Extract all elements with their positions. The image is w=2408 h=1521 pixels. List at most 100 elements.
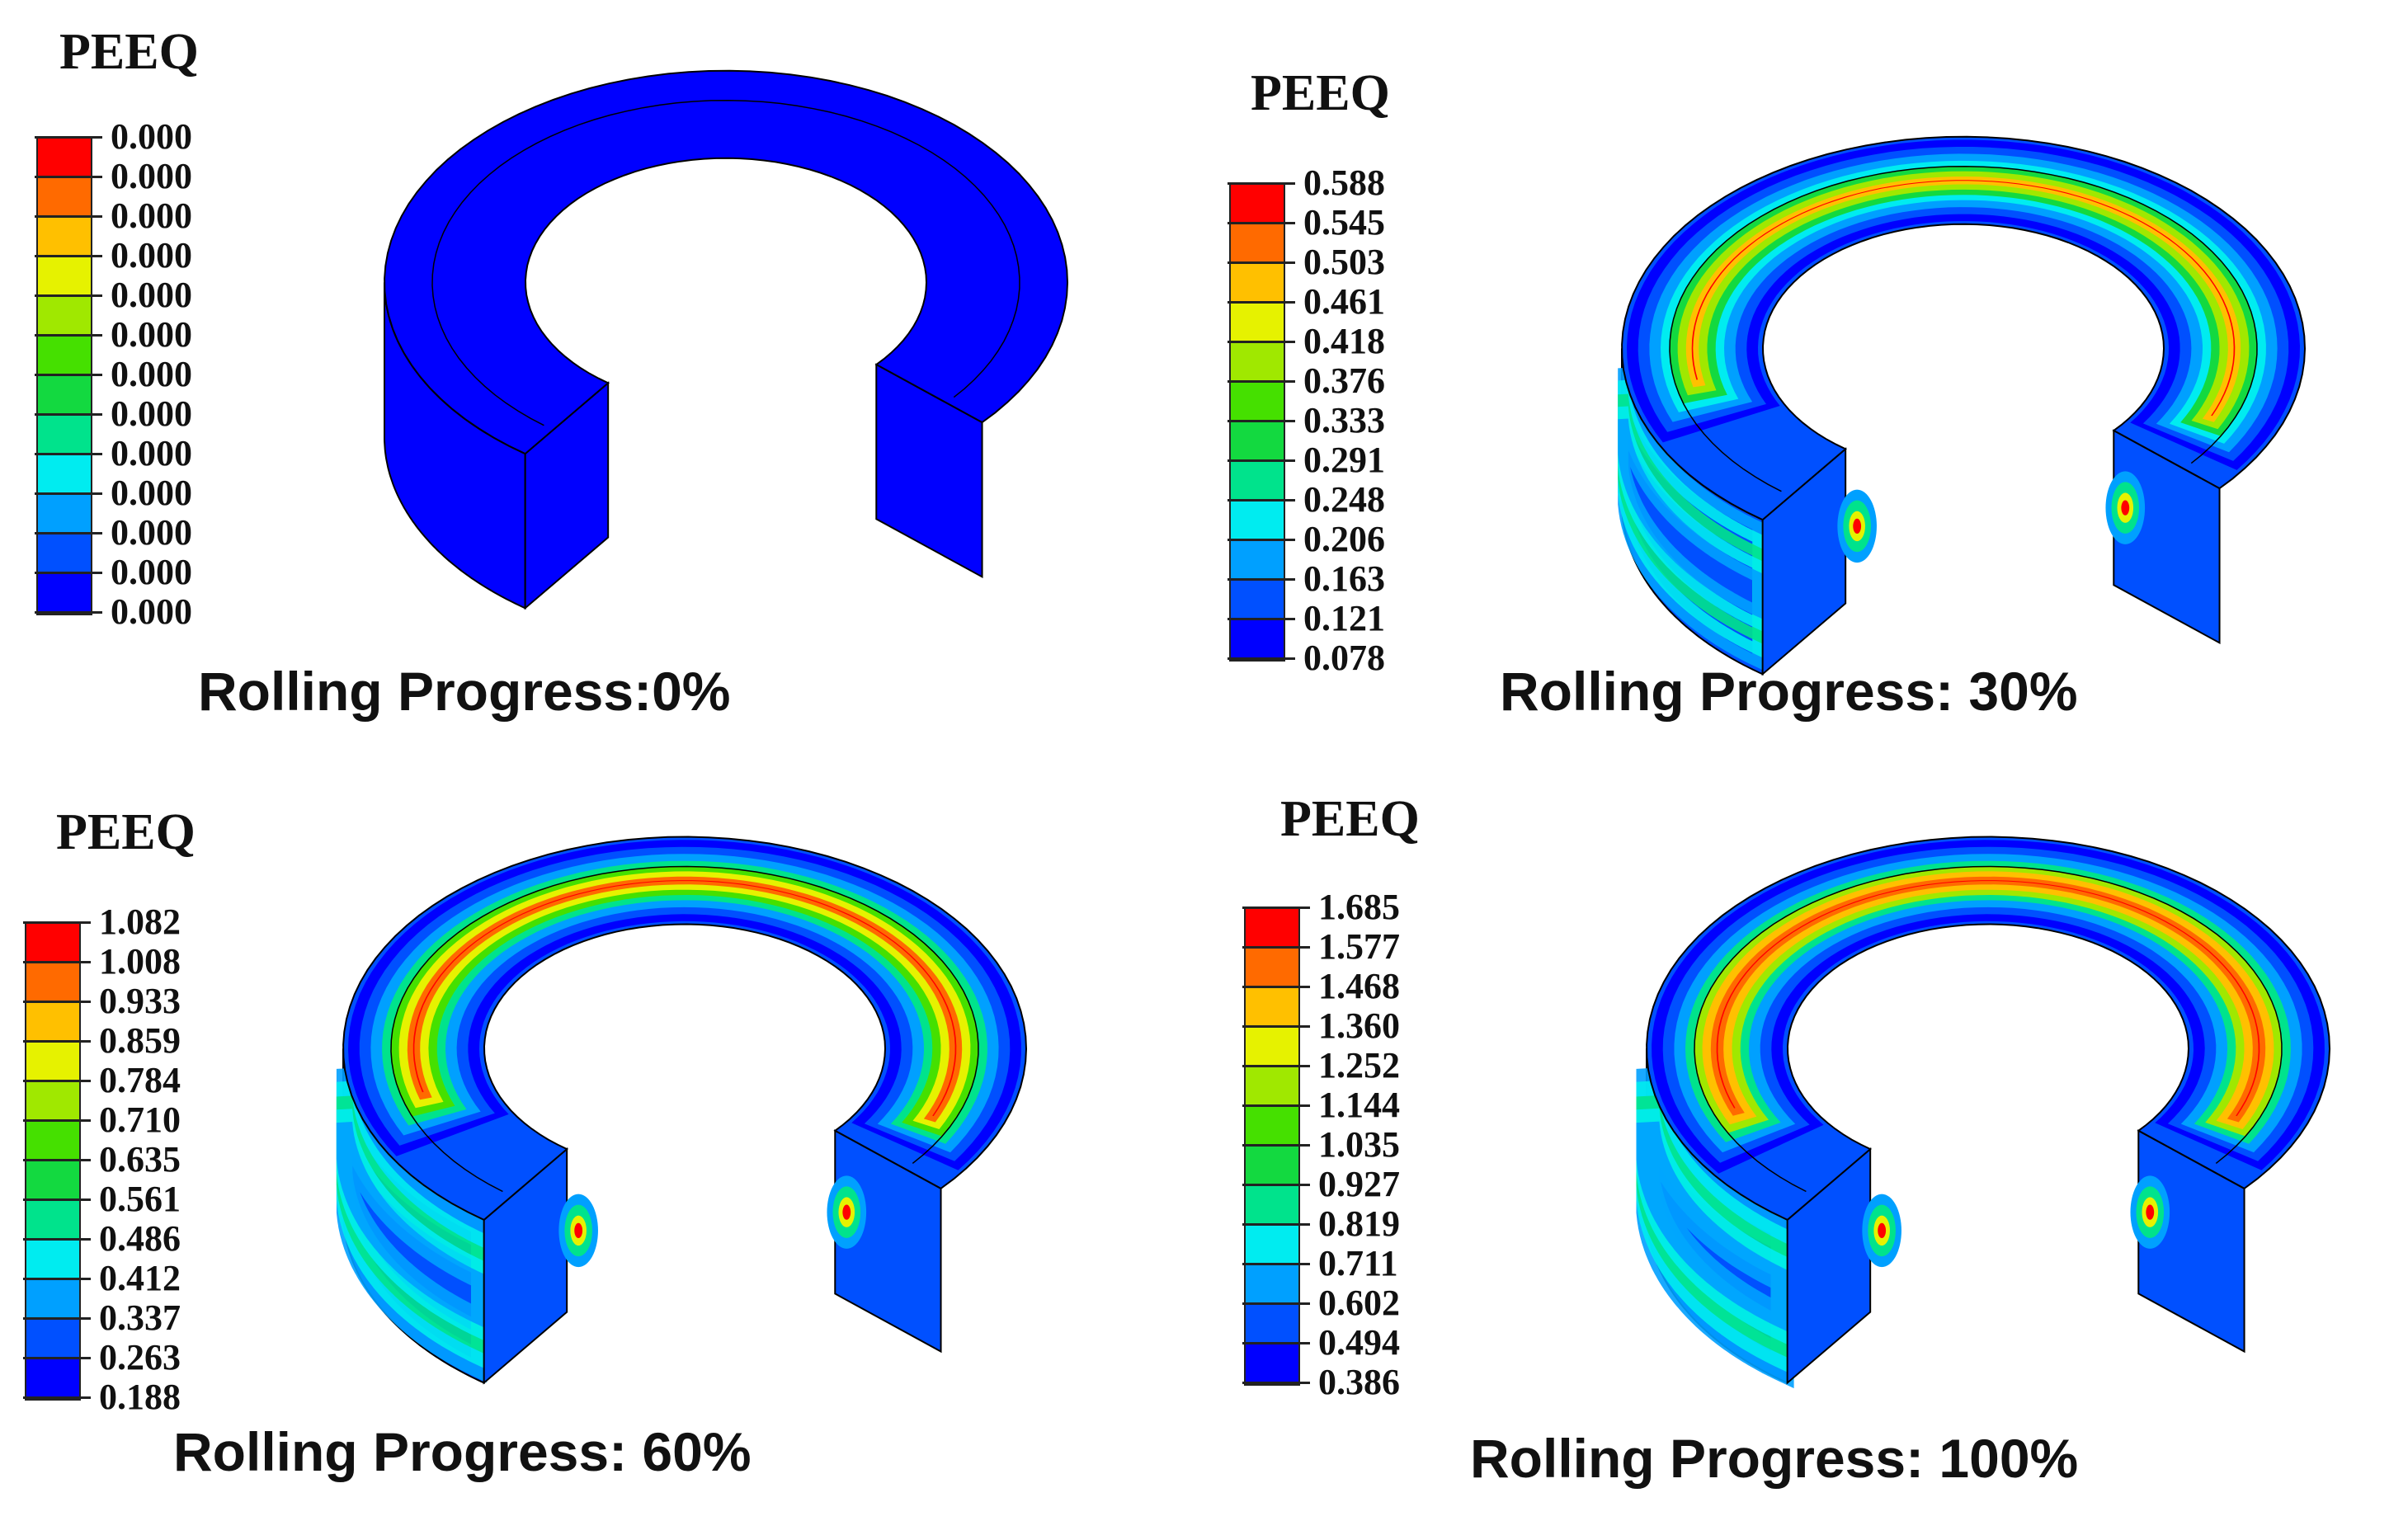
colorbar-tick-mark: [23, 1278, 91, 1280]
colorbar-tick-mark: [23, 1001, 91, 1003]
colorbar-tick-mark: [1242, 1382, 1310, 1384]
strain-band: [336, 1122, 488, 1330]
colorbar-tick-label: 1.144: [1318, 1085, 1400, 1125]
colorbar-tick-label: 0.588: [1303, 162, 1385, 203]
colorbar-tick-mark: [1228, 261, 1295, 264]
colorbar-tick-label: 0.121: [1303, 598, 1385, 638]
colorbar-tick-mark: [1242, 946, 1310, 949]
colorbar-tick-mark: [1228, 420, 1295, 422]
colorbar-tick-mark: [1242, 1263, 1310, 1265]
colorbar-band: [1231, 383, 1284, 422]
colorbar-band: [1231, 422, 1284, 462]
colorbar-tick-label: 0.412: [99, 1258, 181, 1298]
legend-title: PEEQ: [56, 804, 196, 860]
colorbar-band: [1246, 988, 1298, 1028]
colorbar-band: [1246, 1067, 1298, 1107]
colorbar-tick-label: 0.000: [111, 116, 192, 157]
legend-title: PEEQ: [1280, 791, 1420, 847]
colorbar-tick-mark: [35, 294, 102, 297]
colorbar-tick-label: 0.418: [1303, 321, 1385, 361]
colorbar-tick-mark: [1228, 182, 1295, 185]
colorbar-band: [1231, 264, 1284, 304]
colorbar-tick-mark: [35, 453, 102, 455]
strain-contour: [1685, 860, 2291, 1144]
colorbar-tick-mark: [1242, 986, 1310, 988]
strain-band: [1618, 418, 1763, 619]
colorbar-tick-mark: [35, 532, 102, 534]
colorbar-tick-label: 0.263: [99, 1337, 181, 1377]
strain-band: [1636, 1121, 1794, 1335]
colorbar-tick-label: 1.082: [99, 902, 181, 942]
colorbar-tick-mark: [1242, 1223, 1310, 1226]
colorbar-tick-label: 0.000: [111, 275, 192, 315]
colorbar-tick-mark: [35, 413, 102, 416]
end-face-hotspot: [2121, 500, 2130, 516]
colorbar-tick-label: 0.337: [99, 1297, 181, 1338]
colorbar-band: [26, 1241, 79, 1280]
colorbar-tick-label: 0.000: [111, 314, 192, 355]
colorbar-tick-label: 0.545: [1303, 202, 1385, 243]
colorbar-tick-label: 0.000: [111, 354, 192, 394]
colorbar-tick-mark: [1228, 222, 1295, 224]
colorbar-band: [26, 1320, 79, 1359]
colorbar-band: [38, 139, 91, 178]
colorbar-tick-label: 1.468: [1318, 966, 1400, 1006]
colorbar-band: [1231, 224, 1284, 264]
colorbar: [36, 137, 92, 615]
end-face-hotspot: [1853, 518, 1862, 534]
legend-title: PEEQ: [1251, 65, 1390, 121]
panel-progress-100: PEEQ 1.685 1.577 1.468 1.360 1.252 1.144 1.035…: [1204, 760, 2408, 1521]
legend-title: PEEQ: [59, 24, 199, 80]
ring-top-surface: [384, 69, 1069, 455]
colorbar-tick-label: 0.927: [1318, 1164, 1400, 1204]
colorbar-tick-mark: [35, 374, 102, 376]
colorbar-band: [1246, 1265, 1298, 1305]
colorbar-tick-label: 0.000: [111, 156, 192, 196]
ring-end-face-right: [875, 363, 983, 579]
colorbar-tick-mark: [23, 1357, 91, 1359]
colorbar-tick-mark: [1228, 380, 1295, 383]
colorbar-band: [1231, 343, 1284, 383]
panel-progress-0: PEEQ 0.000 0.000 0.000 0.000 0.000 0.000 0.000…: [0, 0, 1204, 760]
colorbar-tick-label: 1.577: [1318, 926, 1400, 967]
colorbar-tick-label: 0.248: [1303, 479, 1385, 520]
ring-model: [1618, 135, 2307, 676]
colorbar-band: [26, 1003, 79, 1043]
colorbar-tick-mark: [1242, 1065, 1310, 1067]
colorbar-tick-mark: [1228, 578, 1295, 581]
end-face-hotspot: [2146, 1204, 2155, 1220]
colorbar-tick-label: 0.000: [111, 473, 192, 513]
colorbar-band: [1231, 462, 1284, 502]
colorbar-tick-label: 0.206: [1303, 519, 1385, 559]
colorbar-tick-label: 0.819: [1318, 1203, 1400, 1244]
colorbar-tick-mark: [35, 334, 102, 337]
colorbar-tick-mark: [1228, 657, 1295, 660]
colorbar-tick-mark: [23, 1238, 91, 1241]
strain-contour: [1661, 160, 2266, 444]
colorbar-band: [26, 1280, 79, 1320]
panel-progress-30: PEEQ 0.588 0.545 0.503 0.461 0.418 0.376 0.333…: [1204, 0, 2408, 760]
colorbar-tick-label: 0.376: [1303, 360, 1385, 401]
caption: Rolling Progress: 30%: [1500, 661, 2078, 722]
colorbar-tick-label: 0.000: [111, 552, 192, 592]
strain-contour: [390, 866, 979, 1137]
colorbar-tick-mark: [1228, 341, 1295, 343]
colorbar-band: [1246, 1107, 1298, 1147]
colorbar-tick-label: 0.333: [1303, 400, 1385, 440]
ring-edge-line: [1694, 865, 2283, 1193]
strain-band: [1618, 367, 1763, 671]
colorbar-tick-mark: [23, 961, 91, 963]
colorbar-tick-mark: [1242, 1302, 1310, 1305]
colorbar-band: [26, 1161, 79, 1201]
colorbar-tick-label: 0.461: [1303, 281, 1385, 322]
colorbar-tick-mark: [1228, 499, 1295, 502]
end-face-hotspot: [1878, 1222, 1887, 1238]
colorbar-tick-mark: [23, 1119, 91, 1122]
colorbar-band: [1246, 1344, 1298, 1384]
colorbar-tick-label: 0.933: [99, 981, 181, 1021]
colorbar-tick-label: 1.685: [1318, 887, 1400, 927]
colorbar-tick-label: 0.635: [99, 1139, 181, 1180]
ring-edge-line: [1669, 165, 2258, 492]
colorbar: [1244, 907, 1300, 1386]
colorbar-band: [1246, 1147, 1298, 1186]
